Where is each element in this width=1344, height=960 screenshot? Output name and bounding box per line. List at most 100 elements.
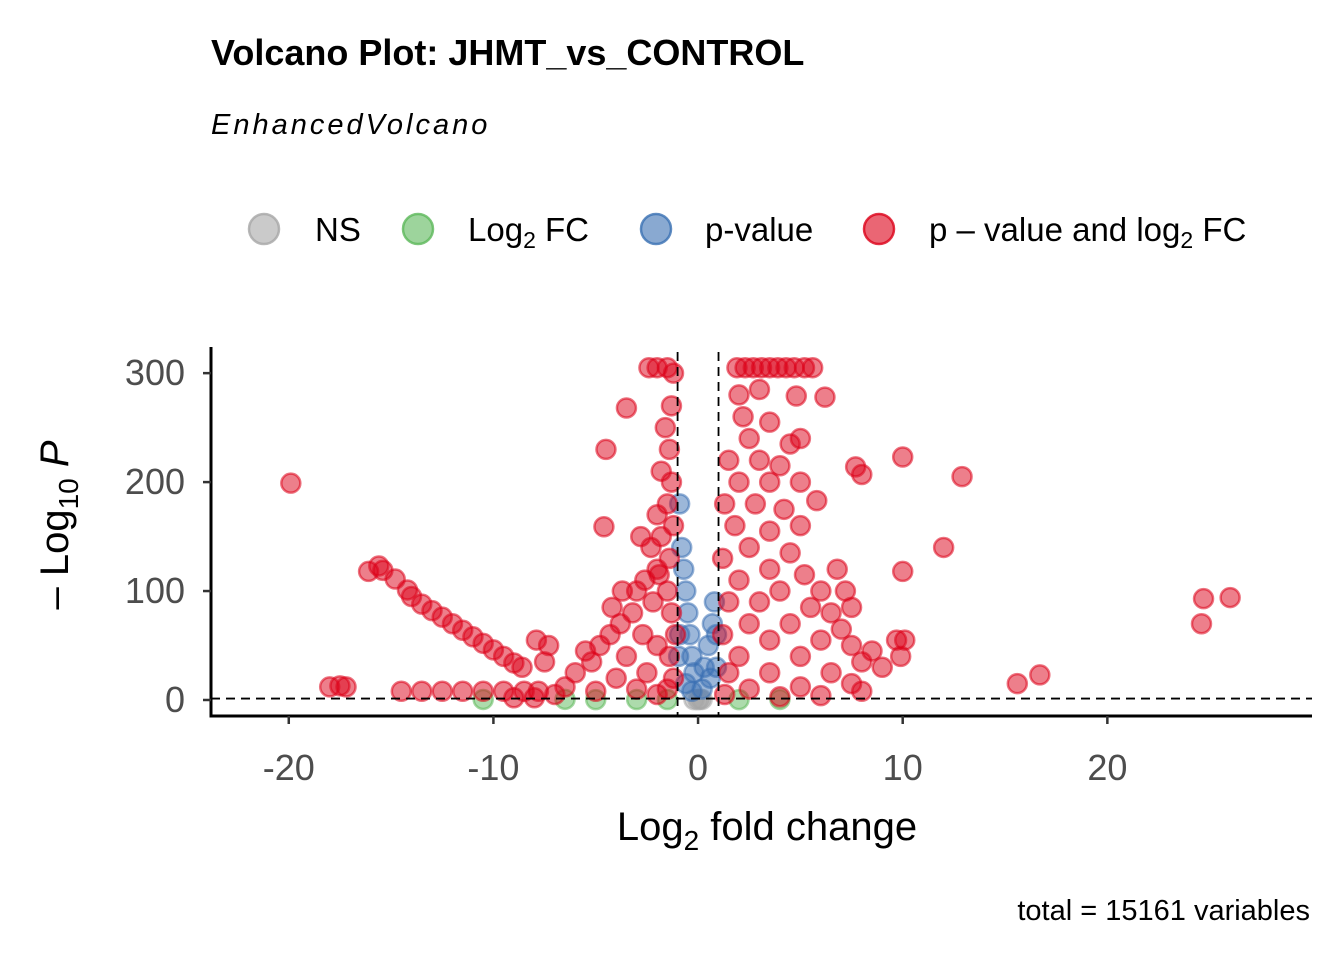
point-fc-p (758, 411, 781, 433)
point-fc-p (1190, 612, 1213, 635)
point-fc-p (728, 384, 750, 406)
point-fc-p (758, 471, 781, 493)
point-fc-p (851, 463, 873, 486)
legend-item-p: p-value (639, 211, 813, 248)
point-fc-p (658, 438, 681, 461)
point-fc-p (662, 667, 685, 689)
legend-marker-icon (862, 212, 896, 246)
point-fc-p (584, 680, 607, 703)
point-fc-p (871, 656, 893, 679)
point-fc-p (648, 563, 670, 586)
point-fc-p (773, 498, 795, 521)
point-fc-p (1192, 587, 1215, 610)
point-fc-p (636, 661, 658, 684)
point-fc-p (789, 471, 812, 493)
data-points (280, 356, 1241, 711)
point-fc-p (758, 661, 781, 684)
point-fc-p (601, 596, 623, 619)
point-fc-p (411, 680, 433, 703)
legend-item-ns: NS (247, 211, 361, 248)
point-fc-p (932, 536, 955, 559)
point-fc-p (806, 489, 828, 512)
point-fc-p (810, 580, 832, 602)
point-fc-p (724, 514, 746, 537)
point-fc-p (738, 536, 760, 559)
point-fc-p (335, 676, 357, 698)
point-fc-p (738, 427, 760, 450)
point-fc-p (789, 514, 812, 537)
point-fc-p (744, 493, 767, 515)
point-fc-p (793, 563, 816, 586)
point-fc-p (779, 612, 801, 635)
point-fc-p (625, 678, 648, 700)
point-fc-p (574, 640, 597, 662)
point-fc-p (840, 596, 863, 619)
chart-title: Volcano Plot: JHMT_vs_CONTROL (211, 32, 804, 73)
legend-item-fc-p: p – value and log2 FC (862, 211, 1246, 253)
point-fc-p (820, 602, 842, 624)
point-fc-p (638, 356, 660, 379)
point-fc-p (814, 386, 836, 408)
x-tick-label: 0 (688, 747, 708, 788)
point-fc-p (1029, 664, 1051, 686)
point-p (672, 558, 695, 580)
point-fc-p (758, 629, 781, 651)
legend-label: p-value (705, 211, 813, 248)
legend-label: p – value and log2 FC (929, 211, 1246, 253)
x-tick-label: 20 (1087, 747, 1127, 788)
point-fc-p (840, 634, 863, 657)
point-fc-p (632, 623, 654, 646)
point-fc-p (769, 455, 791, 477)
point-fc-p (728, 471, 750, 493)
point-fc-p (789, 645, 812, 668)
point-fc-p (830, 618, 853, 640)
point-fc-p (660, 602, 683, 624)
point-fc-p (951, 465, 973, 488)
x-tick-label: -20 (263, 747, 315, 788)
point-fc-p (711, 623, 734, 646)
legend-marker-icon (247, 212, 281, 246)
point-fc-p (801, 356, 824, 379)
point-fc-p (789, 676, 812, 698)
x-tick-label: 10 (883, 747, 923, 788)
point-fc-p (718, 661, 740, 684)
legend-label: NS (315, 211, 361, 248)
point-fc-p (646, 504, 668, 526)
caption: total = 15161 variables (1017, 895, 1310, 927)
point-fc-p (826, 558, 848, 580)
point-fc-p (769, 580, 791, 602)
axes: 0 100 200 300 -20 -10 0 10 20 (125, 347, 1312, 788)
point-fc-p (851, 651, 873, 673)
point-fc-p (1219, 586, 1241, 609)
point-fc-p (718, 591, 740, 613)
y-tick-label: 0 (165, 679, 185, 720)
legend-label: Log2 FC (468, 211, 589, 253)
point-fc-p (664, 623, 687, 646)
point-fc-p (660, 395, 683, 417)
point-fc-p (789, 427, 812, 450)
point-fc-p (396, 579, 419, 601)
point-fc-p (758, 558, 781, 580)
point-fc-p (451, 680, 474, 703)
y-axis-label: – Log10 P (33, 440, 84, 609)
point-fc-p (533, 651, 556, 673)
y-tick-label: 300 (125, 352, 185, 393)
chart-subtitle: EnhancedVolcano (211, 109, 490, 141)
point-fc-p (891, 446, 914, 468)
legend: NS Log2 FC p-value p – value and log2 FC (247, 211, 1246, 253)
point-fc-p (885, 629, 908, 651)
point-p (675, 580, 697, 602)
point-fc-p (779, 542, 801, 564)
point-fc-p (658, 645, 681, 668)
point-p (681, 680, 703, 703)
point-fc-p (891, 560, 914, 583)
point-fc-p (748, 378, 771, 401)
legend-marker-icon (639, 212, 673, 246)
point-fc-p (431, 680, 454, 703)
point-fc-p (748, 449, 771, 472)
point-fc-p (728, 645, 750, 668)
point-fc-p (280, 472, 302, 494)
y-tick-label: 200 (125, 461, 185, 502)
point-fc-p (748, 591, 771, 613)
point-fc-p (390, 680, 413, 703)
